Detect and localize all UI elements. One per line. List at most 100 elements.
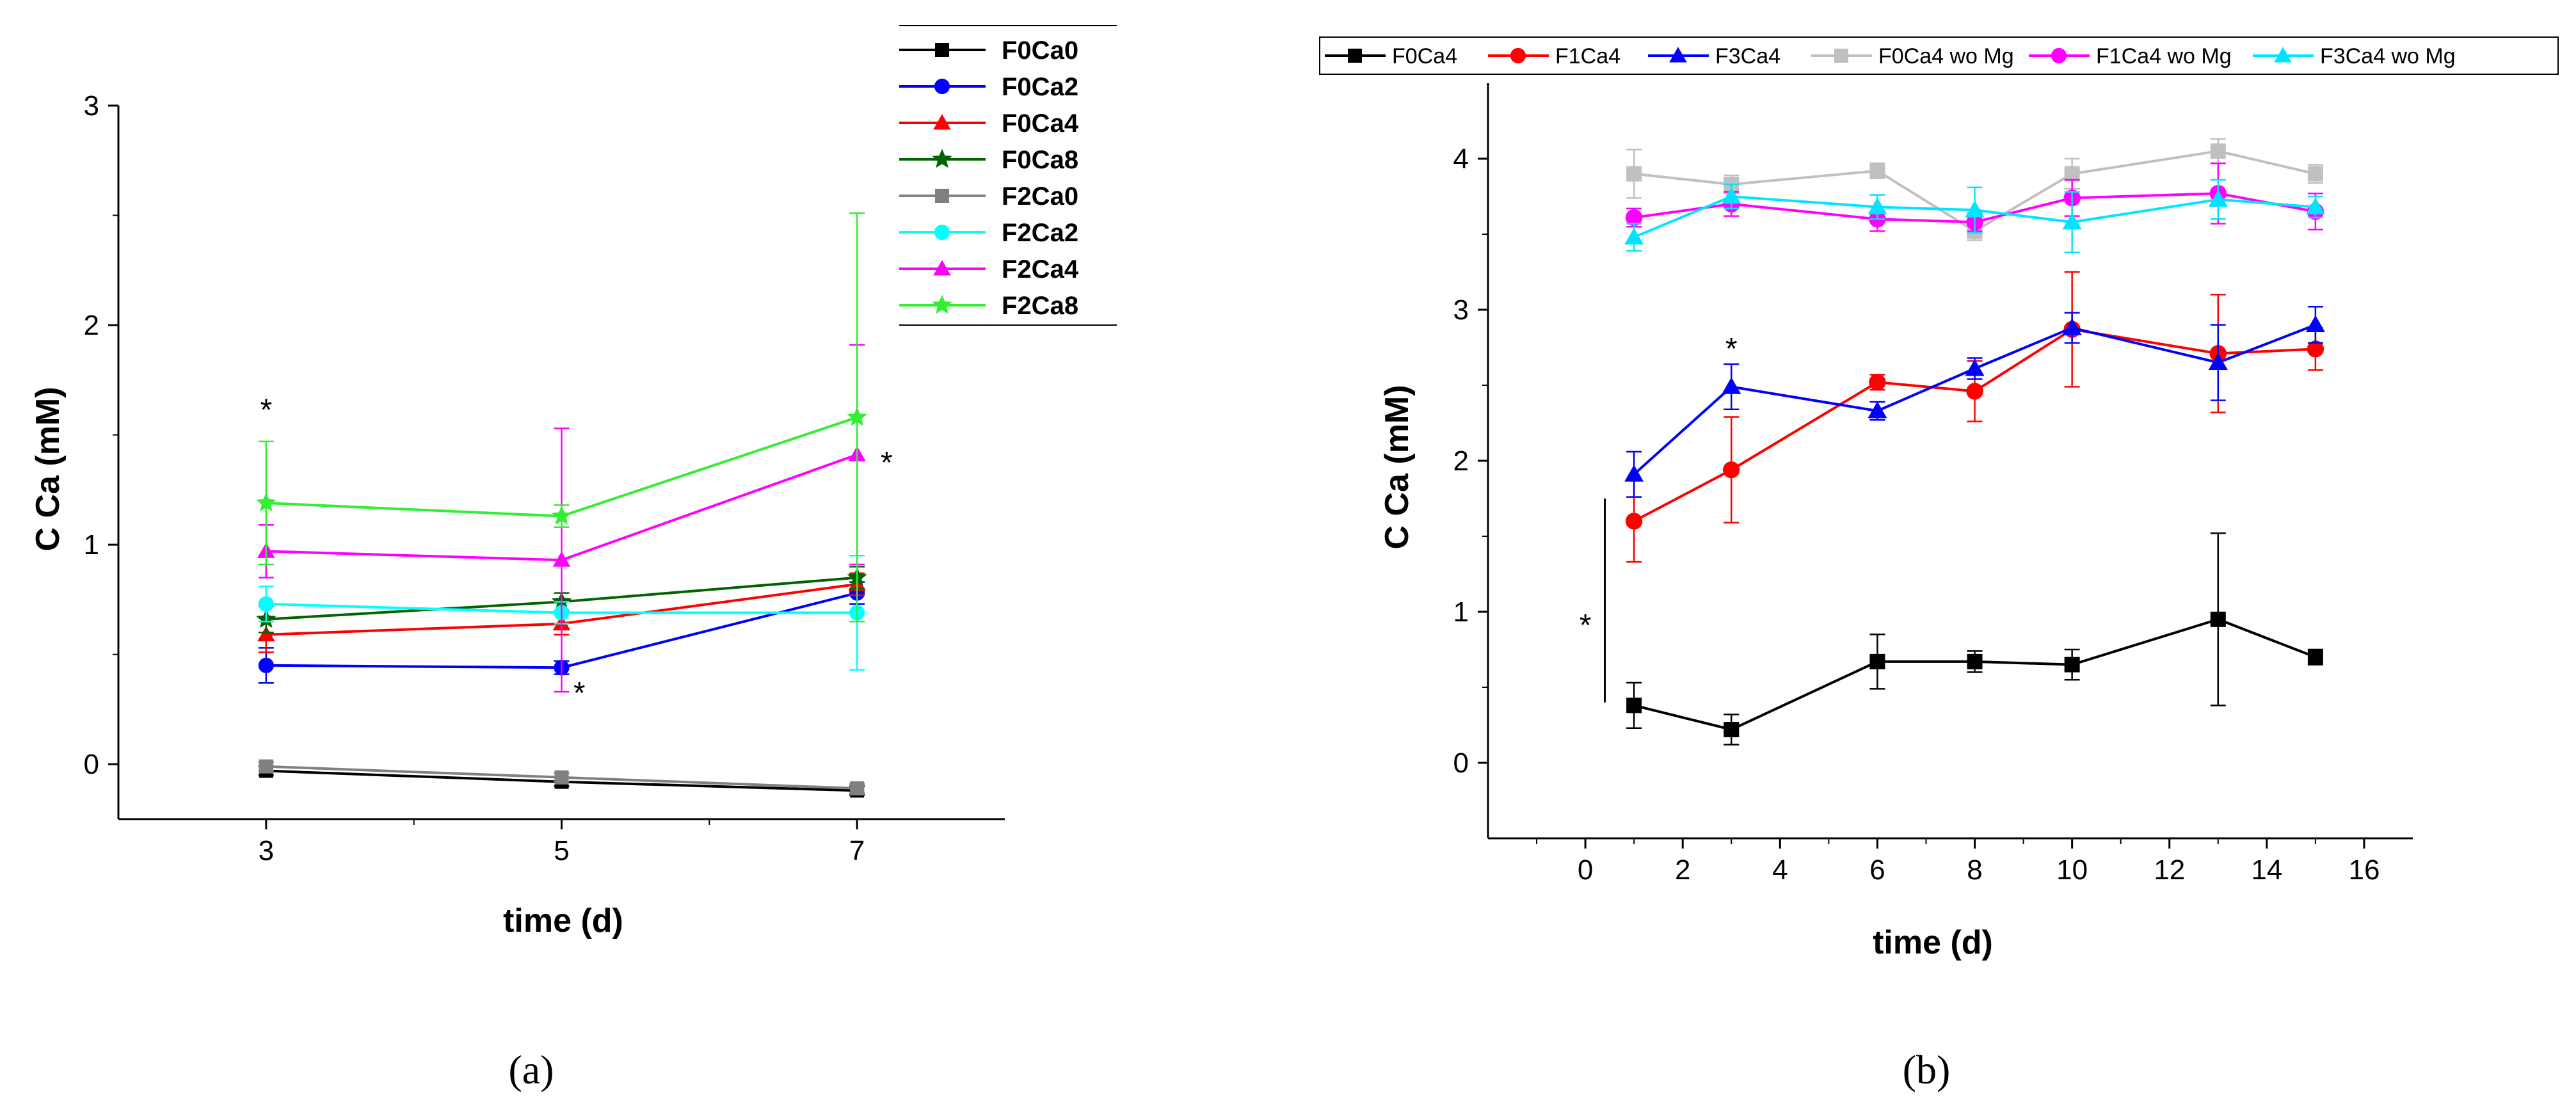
x-tick-label: 16 (2348, 854, 2380, 886)
significance-star: * (573, 676, 586, 710)
x-tick-label: 3 (259, 835, 274, 866)
data-point (1724, 722, 1740, 738)
data-point (1626, 166, 1642, 182)
significance-star: * (260, 393, 272, 427)
chart-b-ylabel: C Ca (mM) (1379, 385, 1416, 549)
data-point (2210, 143, 2226, 159)
legend-item-f0ca4: F0Ca4 (899, 109, 1079, 138)
y-tick-label: 2 (1453, 445, 1469, 477)
data-point (2064, 166, 2080, 182)
data-point (258, 657, 274, 673)
legend-marker (1669, 47, 1687, 63)
series-f2ca0 (258, 759, 865, 795)
legend-frame (1319, 36, 2559, 75)
data-point (2208, 353, 2228, 370)
x-tick-label: 12 (2154, 854, 2185, 886)
legend-marker (2051, 47, 2067, 64)
data-point (257, 626, 275, 642)
significance-star: * (1725, 332, 1738, 366)
legend-label: F0Ca0 (1002, 36, 1078, 65)
legend-marker (1834, 49, 1848, 63)
chart-a-series-group (256, 212, 867, 798)
legend-label: F1Ca4 (1555, 44, 1620, 68)
legend-marker (934, 78, 950, 95)
series-f2ca8 (256, 212, 867, 623)
legend-label: F2Ca4 (1002, 255, 1079, 283)
legend-label: F2Ca0 (1002, 182, 1078, 211)
x-tick-label: 7 (849, 835, 865, 866)
legend-item-f0ca2: F0Ca2 (899, 73, 1078, 101)
x-tick-label: 2 (1675, 854, 1690, 886)
legend-marker (932, 294, 952, 314)
data-point (2208, 189, 2228, 207)
legend-label: F0Ca4 (1392, 44, 1457, 68)
data-point (2305, 197, 2325, 214)
chart-a-xlabel: time (d) (503, 902, 623, 939)
legend-marker (935, 43, 949, 57)
legend-marker (935, 189, 949, 203)
series-f1ca4 (1625, 271, 2324, 563)
data-point (258, 596, 274, 612)
legend-label: F1Ca4 wo Mg (2096, 44, 2232, 68)
significance-star: * (881, 446, 893, 480)
data-point (1722, 377, 1741, 394)
legend-marker (933, 114, 951, 130)
data-point (1869, 374, 1886, 391)
series-f3ca4-wo-mg (1624, 179, 2325, 253)
x-tick-label: 5 (554, 835, 569, 866)
x-tick-label: 0 (1578, 854, 1593, 886)
legend-item-f3ca4-wo-mg: F3Ca4 wo Mg (2253, 44, 2456, 68)
legend-label: F3Ca4 (1715, 44, 1780, 68)
series-f0ca4 (1626, 532, 2323, 746)
y-tick-label: 1 (1453, 596, 1469, 628)
legend-item-f1ca4-wo-mg: F1Ca4 wo Mg (2029, 44, 2232, 68)
data-point (551, 506, 572, 525)
x-tick-label: 4 (1772, 854, 1788, 886)
chart-a-annotations: * * * (260, 393, 892, 710)
legend-item-f2ca8: F2Ca8 (899, 292, 1078, 320)
y-tick-label: 3 (1453, 294, 1469, 326)
data-point (2305, 315, 2325, 332)
legend-item-f2ca2: F2Ca2 (899, 219, 1078, 247)
y-tick-label: 4 (1453, 143, 1469, 175)
legend-marker (2274, 47, 2292, 63)
series-line (1633, 618, 2316, 731)
data-point (1868, 401, 1887, 419)
y-tick-label: 0 (1453, 747, 1469, 779)
legend-item-f0ca4-wo-mg: F0Ca4 wo Mg (1811, 44, 2014, 68)
legend-marker (1510, 47, 1526, 64)
legend-marker (1348, 49, 1362, 63)
data-point (1966, 383, 1983, 400)
legend-item-f0ca8: F0Ca8 (899, 146, 1078, 174)
data-point (1967, 653, 1983, 669)
data-point (847, 406, 867, 426)
y-tick-label: 2 (84, 310, 99, 341)
chart-a: 3 5 7 0 1 2 3 * * * F0Ca0 F0Ca2 F0Ca4 F0Ca8 F2Ca0 F2C… (29, 25, 1117, 1092)
series-f3ca4 (1624, 306, 2325, 498)
data-point (554, 770, 569, 785)
legend-label: F0Ca8 (1002, 146, 1078, 174)
legend-label: F0Ca4 wo Mg (1878, 44, 2014, 68)
chart-b-annotations: ** (1580, 332, 1738, 703)
x-tick-label: 10 (2056, 854, 2088, 886)
legend-item-f3ca4: F3Ca4 (1648, 44, 1780, 68)
data-point (2064, 657, 2080, 673)
x-tick-label: 8 (1967, 854, 1982, 886)
data-point (1626, 698, 1642, 714)
data-point (1869, 653, 1885, 669)
data-point (552, 551, 571, 567)
x-tick-label: 14 (2251, 854, 2282, 886)
data-point (259, 759, 273, 774)
data-point (2307, 166, 2323, 182)
legend-marker (932, 148, 952, 168)
data-point (1723, 461, 1740, 479)
legend-label: F0Ca2 (1002, 73, 1078, 101)
data-point (2062, 212, 2082, 230)
data-point (1965, 200, 1985, 218)
chart-b-series-group (1624, 138, 2325, 746)
panel-label-b: (b) (1903, 1047, 1951, 1092)
chart-b-legend: F0Ca4 F1Ca4 F3Ca4 F0Ca4 wo Mg F1Ca4 wo Mg F3C… (1319, 36, 2559, 75)
data-point (1624, 227, 1644, 245)
